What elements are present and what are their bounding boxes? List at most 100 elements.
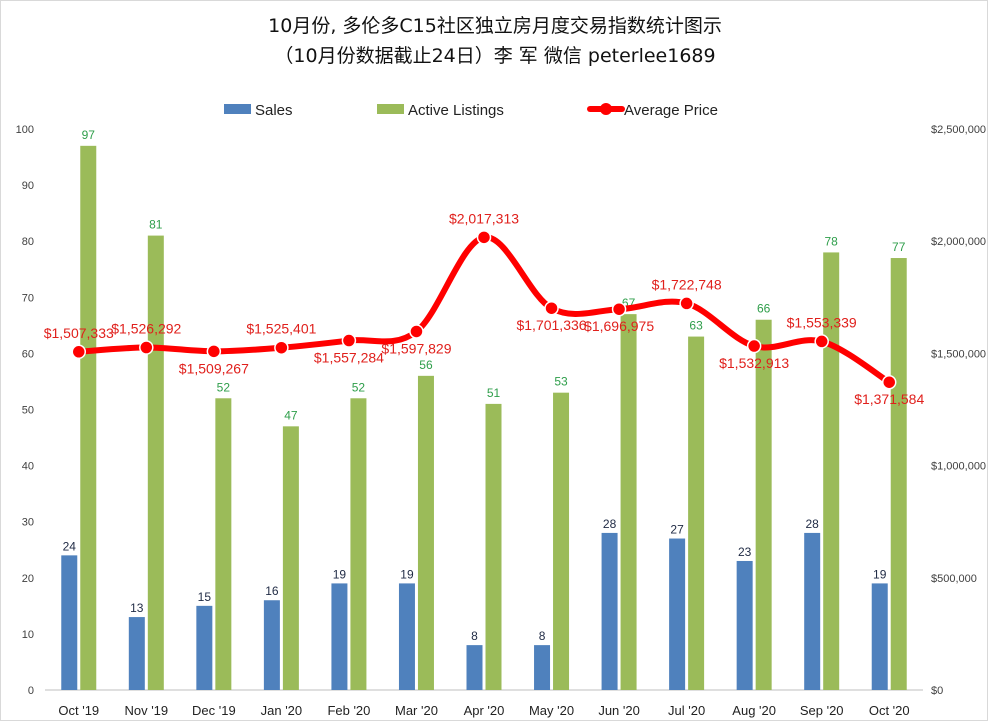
sales-data-label: 16 xyxy=(265,584,279,598)
average-price-marker xyxy=(206,344,222,359)
active-listings-data-label: 52 xyxy=(217,380,231,394)
x-axis-tick-label: Oct '20 xyxy=(869,703,910,718)
sales-bar xyxy=(263,600,280,690)
right-axis-tick-label: $0 xyxy=(931,685,943,697)
legend-active-listings-swatch xyxy=(377,104,404,114)
active-listings-bar xyxy=(485,403,502,690)
active-listings-data-label: 77 xyxy=(892,240,906,254)
average-price-marker xyxy=(611,301,627,317)
left-axis-tick-label: 30 xyxy=(22,517,34,529)
active-listings-bar xyxy=(620,314,637,690)
left-axis-tick-label: 20 xyxy=(22,573,34,585)
sales-data-label: 13 xyxy=(130,601,144,615)
legend-average-price-marker xyxy=(600,103,612,115)
active-listings-data-label: 51 xyxy=(487,386,501,400)
active-listings-data-label: 56 xyxy=(419,358,433,372)
average-price-data-label: $1,507,333 xyxy=(44,325,114,341)
left-axis-tick-label: 40 xyxy=(22,461,34,473)
sales-bar xyxy=(128,617,145,690)
right-axis-tick-label: $2,000,000 xyxy=(931,236,986,248)
average-price-marker xyxy=(274,340,289,355)
x-axis-tick-label: Oct '19 xyxy=(58,703,99,718)
left-axis-tick-label: 50 xyxy=(22,405,34,417)
legend-sales-label: Sales xyxy=(255,102,293,119)
sales-bar xyxy=(466,645,483,690)
average-price-data-label: $1,525,401 xyxy=(246,321,316,337)
average-price-marker xyxy=(139,340,154,355)
active-listings-bar xyxy=(823,252,840,691)
average-price-data-label: $1,722,748 xyxy=(652,276,722,292)
sales-data-label: 19 xyxy=(400,567,414,581)
average-price-data-label: $1,509,267 xyxy=(179,360,249,376)
active-listings-bar xyxy=(215,398,232,690)
right-axis-tick-label: $1,500,000 xyxy=(931,348,986,360)
sales-bar xyxy=(534,645,551,690)
average-price-marker xyxy=(476,230,492,245)
sales-bar xyxy=(804,532,821,690)
left-axis-tick-label: 90 xyxy=(22,180,34,192)
active-listings-bar xyxy=(688,336,705,690)
x-axis-tick-label: Dec '19 xyxy=(192,703,236,718)
active-listings-data-label: 81 xyxy=(149,218,163,232)
active-listings-bar xyxy=(417,375,434,690)
x-axis-tick-label: Aug '20 xyxy=(732,703,776,718)
active-listings-data-label: 63 xyxy=(689,319,703,333)
average-price-data-label: $1,553,339 xyxy=(787,314,857,330)
right-axis-tick-label: $2,500,000 xyxy=(931,124,986,136)
left-axis-tick-label: 10 xyxy=(22,629,34,641)
active-listings-data-label: 66 xyxy=(757,302,771,316)
active-listings-data-label: 47 xyxy=(284,408,298,422)
legend-active-listings-label: Active Listings xyxy=(408,102,504,119)
right-axis-tick-label: $500,000 xyxy=(931,573,977,585)
active-listings-data-label: 97 xyxy=(82,128,96,142)
average-price-marker xyxy=(679,296,694,311)
x-axis-tick-label: Sep '20 xyxy=(800,703,844,718)
chart-title-line2: （10月份数据截止24日）李 军 微信 peterlee1689 xyxy=(274,45,716,67)
sales-bar xyxy=(871,583,888,690)
sales-bar xyxy=(669,538,686,690)
average-price-data-label: $1,371,584 xyxy=(854,391,924,407)
x-axis-tick-label: Jan '20 xyxy=(261,703,303,718)
average-price-marker xyxy=(409,324,424,339)
average-price-data-label: $1,701,336 xyxy=(516,317,586,333)
average-price-marker xyxy=(881,374,897,390)
sales-data-label: 8 xyxy=(539,629,546,643)
sales-bar xyxy=(61,555,78,690)
x-axis-tick-label: Apr '20 xyxy=(464,703,505,718)
legend-sales-swatch xyxy=(224,104,251,114)
x-axis-tick-label: Feb '20 xyxy=(327,703,370,718)
left-axis-tick-label: 70 xyxy=(22,292,34,304)
active-listings-bar xyxy=(890,258,907,690)
sales-bar xyxy=(331,583,348,690)
average-price-marker xyxy=(814,334,829,349)
active-listings-bar xyxy=(282,426,299,690)
active-listings-bar xyxy=(147,235,164,690)
sales-bar xyxy=(736,560,753,690)
left-axis-tick-label: 60 xyxy=(22,348,34,360)
legend-average-price-label: Average Price xyxy=(624,102,718,119)
chart-title-line1: 10月份, 多伦多C15社区独立房月度交易指数统计图示 xyxy=(268,15,722,37)
average-price-data-label: $1,526,292 xyxy=(111,321,181,337)
average-price-marker xyxy=(71,344,87,360)
sales-bar xyxy=(601,532,618,690)
active-listings-bar xyxy=(80,145,97,690)
x-axis-tick-label: Jun '20 xyxy=(598,703,640,718)
active-listings-data-label: 52 xyxy=(352,380,366,394)
sales-data-label: 28 xyxy=(806,517,820,531)
sales-data-label: 24 xyxy=(63,539,77,553)
left-axis-tick-label: 100 xyxy=(16,124,34,136)
average-price-data-label: $1,557,284 xyxy=(314,350,384,366)
sales-data-label: 28 xyxy=(603,517,617,531)
sales-bar xyxy=(196,605,213,690)
x-axis-tick-label: May '20 xyxy=(529,703,574,718)
average-price-marker xyxy=(544,300,559,316)
left-axis-tick-label: 0 xyxy=(28,685,34,697)
x-axis-tick-label: Nov '19 xyxy=(124,703,168,718)
right-axis-tick-label: $1,000,000 xyxy=(931,461,986,473)
x-axis-tick-label: Mar '20 xyxy=(395,703,438,718)
active-listings-bar xyxy=(755,319,772,690)
average-price-data-label: $2,017,313 xyxy=(449,210,519,226)
active-listings-data-label: 78 xyxy=(825,234,839,248)
sales-data-label: 19 xyxy=(333,567,347,581)
